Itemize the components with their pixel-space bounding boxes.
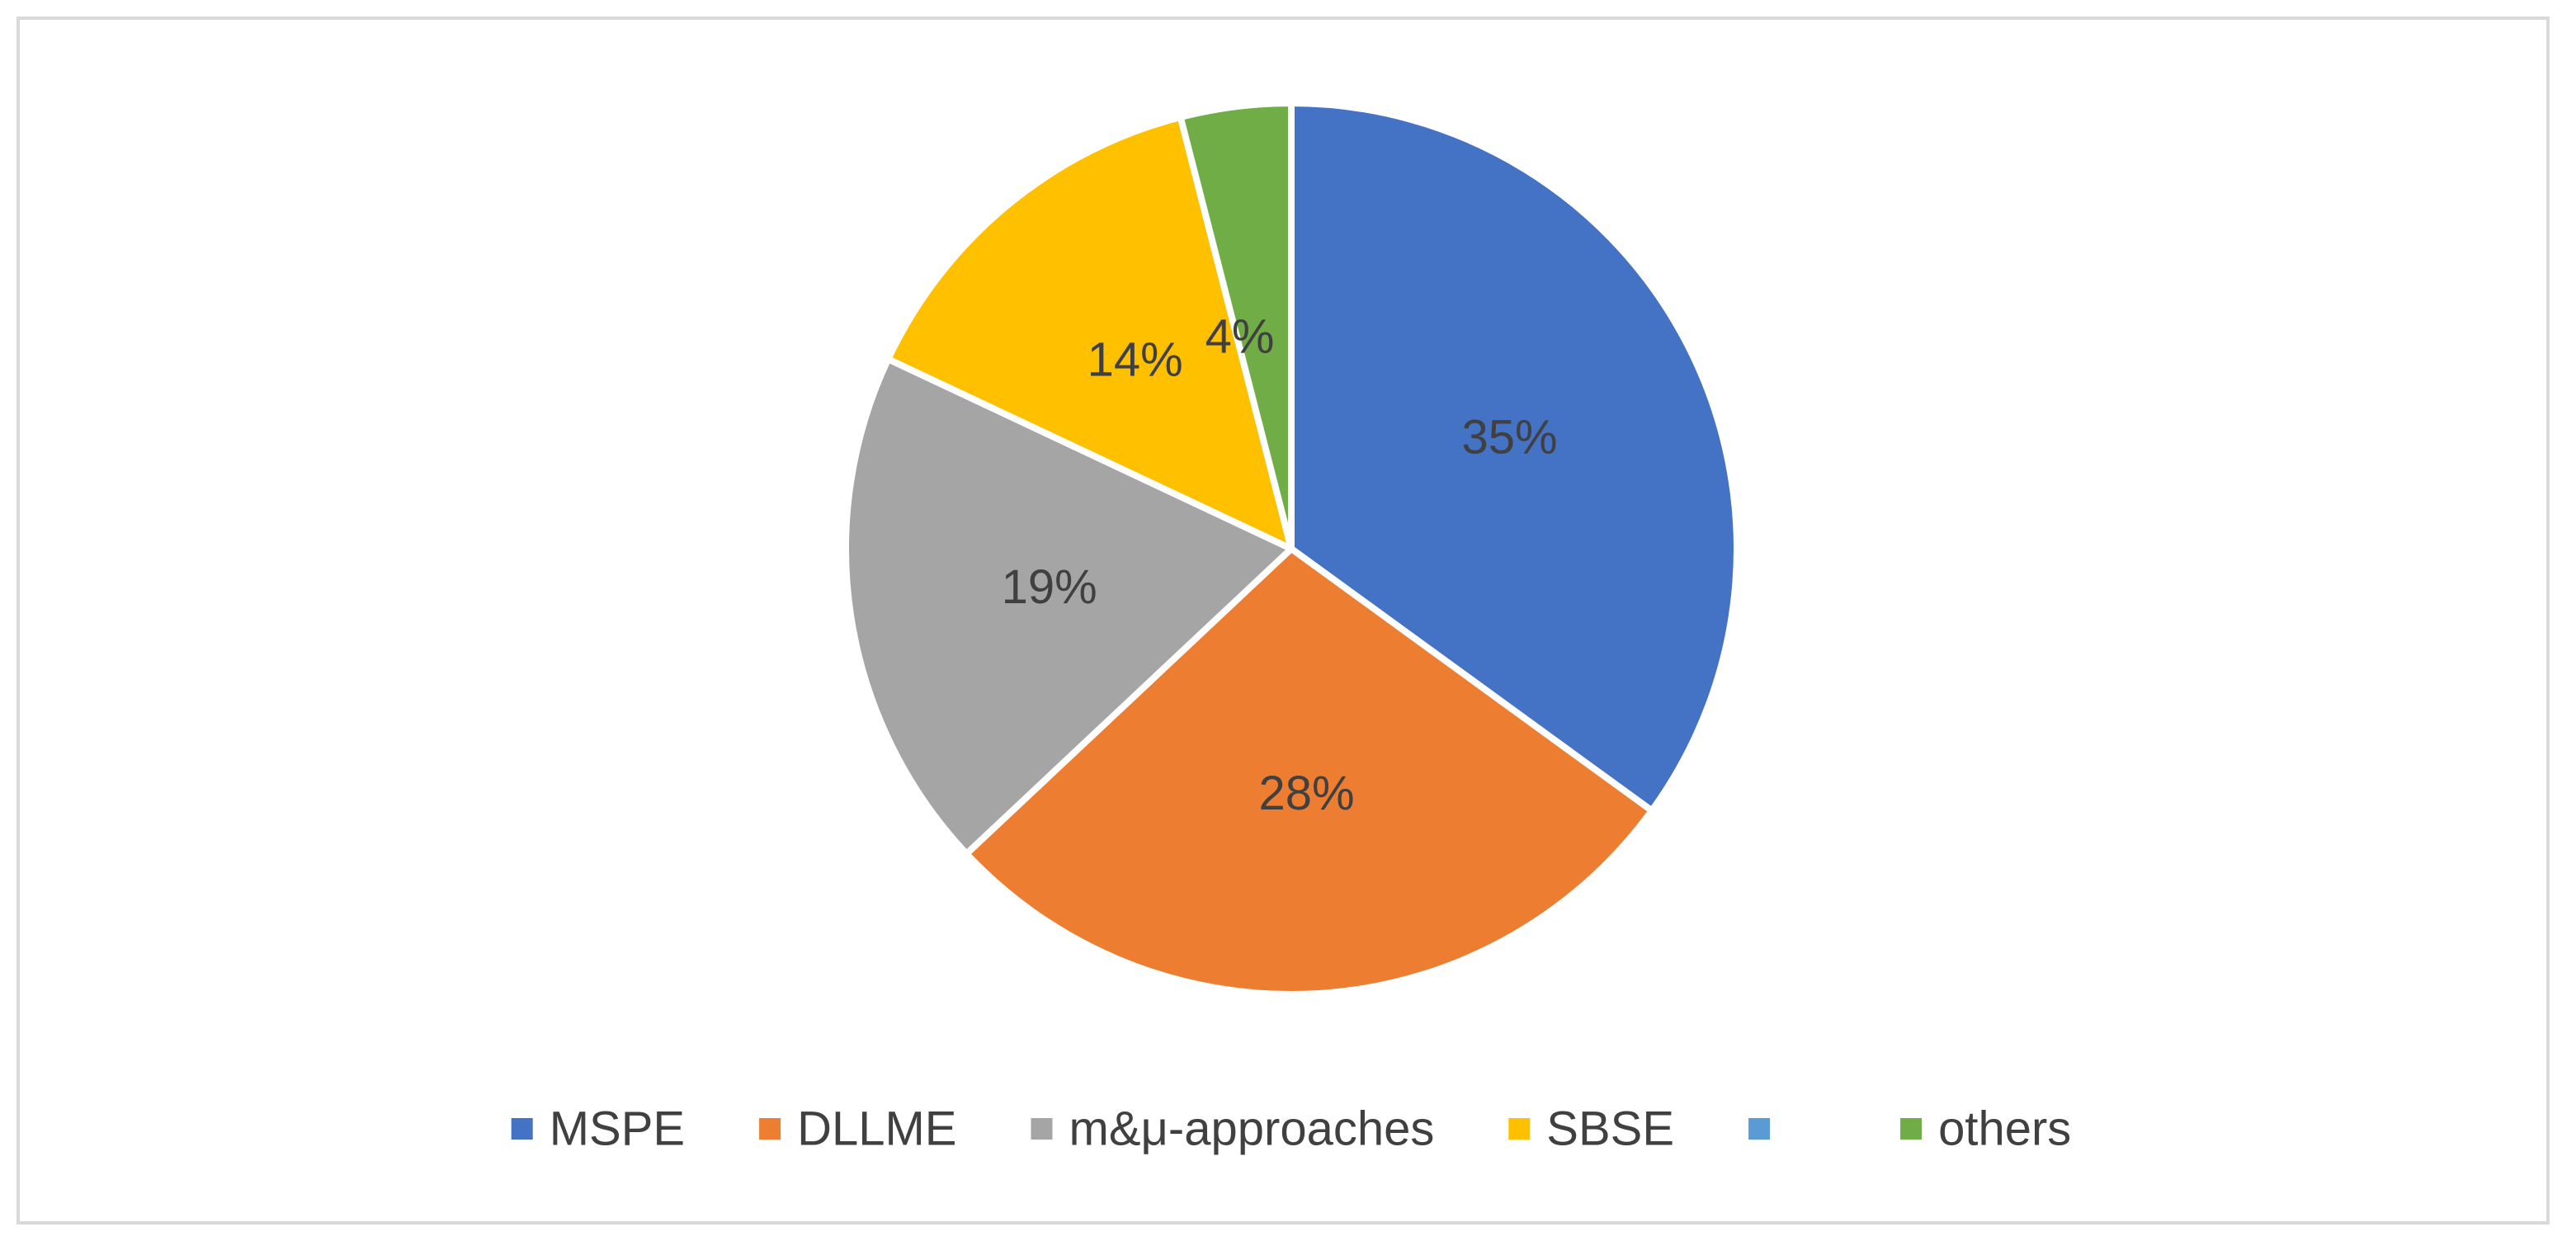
legend-label-2: m&μ-approaches — [1069, 1102, 1435, 1156]
legend-label-0: MSPE — [550, 1102, 685, 1156]
data-labels: 35% 28% 19% 14% 4% — [1002, 309, 1558, 820]
pie-slice-dllme — [963, 545, 1655, 998]
legend-swatch-2 — [1031, 1118, 1053, 1140]
legend-item-3: SBSE — [1508, 1102, 1674, 1156]
pie-slice-sbse — [885, 113, 1295, 552]
legend-item-4 — [1748, 1118, 1771, 1140]
legend-swatch-0 — [511, 1118, 533, 1140]
pie-slice-m-approaches — [842, 356, 1295, 857]
legend-swatch-1 — [759, 1118, 781, 1140]
legend-item-5: others — [1900, 1102, 2071, 1156]
data-label-5: 4% — [1205, 309, 1275, 363]
legend-label-1: DLLME — [797, 1102, 956, 1156]
data-label-1: 28% — [1259, 767, 1355, 820]
legend-swatch-4 — [1748, 1118, 1771, 1140]
legend-item-2: m&μ-approaches — [1031, 1102, 1435, 1156]
legend-item-0: MSPE — [511, 1102, 685, 1156]
data-label-3: 14% — [1087, 333, 1183, 387]
legend-label-5: others — [1938, 1102, 2071, 1156]
pie-slice-others — [1177, 100, 1295, 552]
data-label-0: 35% — [1462, 411, 1558, 465]
legend-item-1: DLLME — [759, 1102, 957, 1156]
legend: MSPE DLLME m&μ-approaches SBSE others — [511, 1102, 2071, 1156]
legend-swatch-3 — [1508, 1118, 1531, 1140]
legend-swatch-5 — [1900, 1118, 1923, 1140]
pie-slices — [842, 100, 1740, 998]
legend-label-3: SBSE — [1546, 1102, 1674, 1156]
data-label-2: 19% — [1002, 560, 1097, 614]
pie-slice-mspe — [1288, 100, 1740, 814]
